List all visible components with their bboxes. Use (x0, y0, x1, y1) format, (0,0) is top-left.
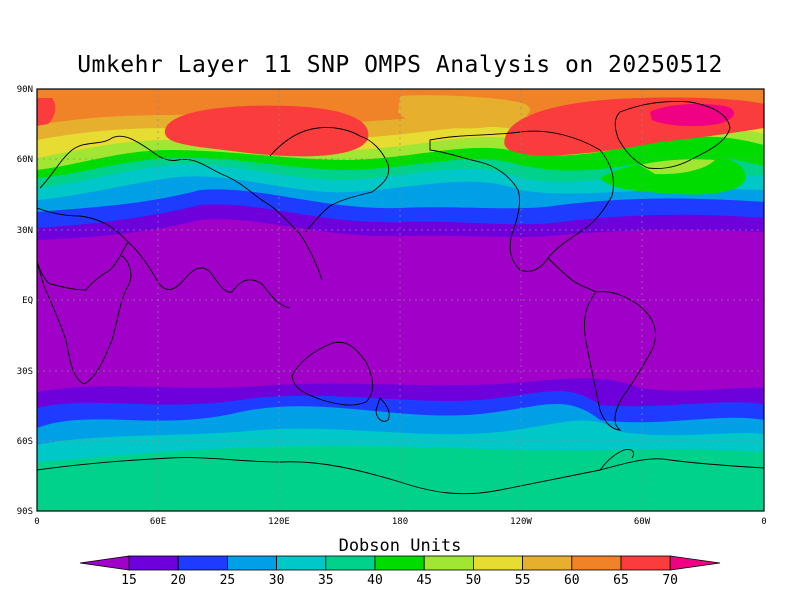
coast-newzealand (375, 397, 390, 422)
colorbar-swatch (472, 555, 523, 571)
lon-label: 120E (268, 517, 290, 527)
colorbar-label: 20 (170, 573, 186, 588)
coast-southamerica (583, 291, 656, 431)
lat-label: 90S (17, 507, 33, 517)
colorbar-label: 65 (613, 573, 629, 588)
high-west (37, 98, 56, 126)
coast-europe-north (39, 135, 323, 281)
map-frame (36, 88, 765, 512)
lat-label: 30N (17, 226, 33, 236)
colorbar-swatch (571, 555, 622, 571)
lon-label: 60E (150, 517, 166, 527)
colorbar-swatch (226, 555, 277, 571)
coast-northamerica (429, 130, 614, 272)
lat-label: 60S (17, 437, 33, 447)
coast-asia-east (269, 127, 390, 233)
colorbar-label: 30 (269, 573, 285, 588)
coast-africa-west (37, 255, 132, 385)
colorbar-swatch (128, 555, 179, 571)
lon-label: 60W (634, 517, 651, 527)
lon-label: 0 (761, 517, 766, 527)
coast-centralamerica (547, 257, 597, 293)
atlantic-yellowgreen (640, 159, 715, 175)
colorbar-arrow-max (669, 555, 721, 571)
colorbar-label: 50 (466, 573, 482, 588)
coast-antarctica (37, 457, 764, 495)
coast-greenland (614, 101, 731, 169)
colorbar-label: 55 (515, 573, 531, 588)
lon-label: 0 (34, 517, 39, 527)
colorbar-swatch (276, 555, 327, 571)
colorbar-swatch (374, 555, 425, 571)
graticule (37, 89, 764, 511)
lat-label: 60N (17, 155, 33, 165)
colorbar: 15 20 25 30 35 40 45 50 55 60 65 70 (79, 555, 721, 588)
lon-axis: 0 60E 120E 180 120W 60W 0 (34, 517, 766, 527)
coast-australia (291, 341, 374, 406)
lat-label: 30S (17, 367, 33, 377)
lon-label: 180 (392, 517, 408, 527)
colorbar-label: 40 (367, 573, 383, 588)
colorbar-swatch (620, 555, 671, 571)
lon-label: 120W (510, 517, 532, 527)
lat-axis: 90N 60N 30N EQ 30S 60S 90S (17, 85, 33, 517)
colorbar-label: 45 (416, 573, 432, 588)
lat-label: 90N (17, 85, 33, 95)
high-eurasia (164, 105, 369, 157)
colorbar-label: 25 (220, 573, 236, 588)
colorbar-swatch (177, 555, 228, 571)
colorbar-arrow-min (79, 555, 130, 571)
contour-field (37, 89, 764, 511)
coast-antarctic-peninsula (599, 449, 635, 471)
atlantic-green (600, 155, 746, 195)
pacific-tongue (398, 95, 530, 129)
colorbar-swatch (522, 555, 573, 571)
peak-greenland (650, 104, 734, 127)
colorbar-label: 15 (121, 573, 137, 588)
colorbar-label: 35 (318, 573, 334, 588)
lat-label: EQ (22, 296, 33, 306)
map-title: Umkehr Layer 11 SNP OMPS Analysis on 202… (77, 52, 723, 78)
colorbar-label: 60 (564, 573, 580, 588)
colorbar-swatch (325, 555, 376, 571)
colorbar-label: 70 (662, 573, 678, 588)
coast-africa-europe (37, 207, 129, 291)
colorbar-swatch (423, 555, 474, 571)
colorbar-title: Dobson Units (338, 536, 462, 556)
